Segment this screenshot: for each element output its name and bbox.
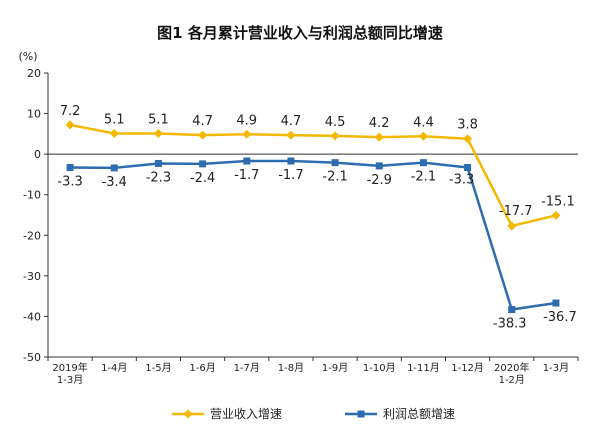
- data-label: -38.3: [493, 317, 527, 332]
- x-tick-label-line: 2019年: [52, 361, 87, 374]
- data-label: -17.7: [499, 204, 533, 219]
- x-tick-label: 1-7月: [234, 362, 260, 374]
- x-tick-label: 2019年 1-3月: [52, 361, 87, 386]
- chart-title: 图1 各月累计营业收入与利润总额同比增速: [157, 24, 443, 42]
- data-point: [463, 134, 473, 144]
- data-point: [374, 132, 384, 142]
- data-point: [419, 159, 427, 167]
- y-tick-label: -30: [23, 270, 41, 283]
- series-line: [69, 123, 557, 228]
- x-tick-label: 2020年 1-2月: [494, 361, 529, 386]
- x-tick-label-line: 1-11月: [407, 362, 440, 374]
- data-label: 4.7: [281, 114, 302, 129]
- data-point: [153, 128, 163, 138]
- x-tick-label: 1-10月: [363, 362, 396, 374]
- data-label: 4.9: [236, 113, 257, 128]
- x-tick-label-line: 2020年: [494, 361, 529, 374]
- data-point: [287, 157, 295, 165]
- data-point: [418, 131, 428, 141]
- x-tick-label-line: 1-5月: [145, 362, 171, 374]
- y-tick-label: -40: [23, 310, 41, 323]
- x-tick-label-line: 1-2月: [499, 374, 525, 386]
- data-point: [286, 130, 296, 140]
- data-point: [65, 120, 75, 130]
- data-point: [375, 162, 383, 170]
- x-tick-label-line: 1-10月: [363, 362, 396, 374]
- x-tick-label-line: 1-6月: [189, 362, 215, 374]
- data-label: -2.9: [367, 173, 392, 188]
- data-labels: 7.2 5.1 5.1 4.7 4.9 4.7 4.5 4.2 4.4 3.8 -17.7 -15.1…: [57, 104, 576, 332]
- data-point: [330, 131, 340, 141]
- y-tick-label: 20: [27, 67, 41, 80]
- data-label: 3.8: [457, 118, 478, 133]
- data-point: [331, 159, 339, 167]
- data-point: [154, 159, 162, 167]
- data-label: 4.5: [325, 115, 346, 130]
- x-tick-label: 1-9月: [322, 362, 348, 374]
- y-tick-label: -20: [23, 229, 41, 242]
- y-axis-unit: (%): [18, 50, 37, 63]
- legend-marker: [183, 409, 193, 419]
- data-label: 4.7: [192, 114, 213, 129]
- data-label: -1.7: [278, 168, 303, 183]
- data-point: [551, 210, 561, 220]
- y-tick-label: 10: [27, 108, 41, 121]
- x-tick-label: 1-5月: [145, 362, 171, 374]
- data-label: 5.1: [148, 112, 169, 127]
- data-label: -36.7: [543, 310, 577, 325]
- x-tick-label: 1-6月: [189, 362, 215, 374]
- data-point: [66, 164, 74, 172]
- data-point: [198, 130, 208, 140]
- y-tick-label: -10: [23, 189, 41, 202]
- legend-label: 营业收入增速: [210, 407, 282, 421]
- x-tick-label-line: 1-7月: [234, 362, 260, 374]
- data-label: -15.1: [541, 194, 575, 209]
- x-tick-label: 1-11月: [407, 362, 440, 374]
- data-label: 4.4: [413, 115, 434, 130]
- y-tick-label: 0: [34, 148, 41, 161]
- data-point: [243, 157, 251, 165]
- x-tick-label-line: 1-12月: [451, 362, 484, 374]
- data-point: [508, 306, 516, 314]
- x-tick-label-line: 1-3月: [57, 374, 83, 386]
- data-label: -3.4: [102, 175, 127, 190]
- data-label: 5.1: [104, 112, 125, 127]
- data-label: -2.1: [322, 170, 347, 185]
- x-tick-label: 1-3月: [543, 362, 569, 374]
- x-tick-label: 1-4月: [101, 362, 127, 374]
- data-label: 7.2: [60, 104, 81, 119]
- data-label: -2.1: [411, 170, 436, 185]
- data-label: -2.3: [146, 170, 171, 185]
- data-point: [552, 299, 560, 307]
- x-tick-label-line: 1-4月: [101, 362, 127, 374]
- data-point: [242, 129, 252, 139]
- data-label: -1.7: [234, 168, 259, 183]
- x-tick-label-line: 1-9月: [322, 362, 348, 374]
- data-point: [109, 128, 119, 138]
- x-tick-label-line: 1-8月: [278, 362, 304, 374]
- series-layer: [65, 120, 561, 314]
- legend-label: 利润总额增速: [383, 407, 455, 421]
- series-line: [70, 159, 557, 311]
- x-tick-label: 1-8月: [278, 362, 304, 374]
- x-tick-label: 1-12月: [451, 362, 484, 374]
- data-point: [464, 164, 472, 172]
- data-label: -3.3: [449, 173, 474, 188]
- legend-marker: [357, 410, 365, 418]
- data-point: [507, 221, 517, 231]
- y-tick-label: -50: [23, 351, 41, 364]
- data-label: -3.3: [57, 175, 82, 190]
- legend: 营业收入增速 利润总额增速: [172, 407, 455, 421]
- data-point: [199, 160, 207, 168]
- data-label: 4.2: [369, 116, 390, 131]
- x-tick-label-line: 1-3月: [543, 362, 569, 374]
- data-point: [110, 164, 118, 172]
- data-label: -2.4: [190, 171, 215, 186]
